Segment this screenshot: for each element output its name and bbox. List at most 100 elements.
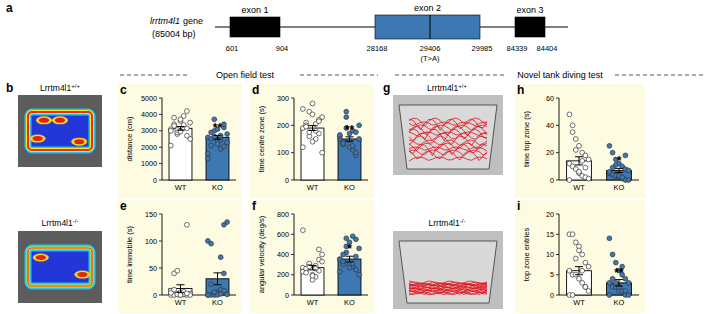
marks — [567, 232, 632, 298]
error-bar — [346, 137, 354, 141]
data-point — [626, 280, 631, 285]
tank-outline — [399, 241, 497, 303]
panel-letter: a — [6, 1, 13, 15]
data-point — [338, 269, 343, 274]
x-tick-label: KO — [344, 183, 355, 192]
data-point — [626, 178, 631, 183]
panel-letter: e — [120, 199, 127, 213]
data-point — [304, 270, 309, 275]
swim-track — [409, 140, 487, 146]
genotype-base: Lrrtm4l1 — [42, 218, 73, 228]
data-point — [206, 156, 211, 161]
data-point — [610, 150, 615, 155]
panel-letter: f — [252, 199, 257, 213]
heat-spot — [74, 139, 84, 144]
error-cap — [575, 266, 583, 267]
y-axis — [162, 98, 163, 180]
bar — [567, 271, 592, 295]
swim-track — [409, 144, 487, 156]
data-point — [626, 168, 631, 173]
x-tick-label: KO — [344, 298, 355, 307]
data-point — [185, 109, 190, 114]
heat-ring — [28, 112, 92, 150]
data-point — [586, 264, 591, 269]
heat-ring — [28, 248, 92, 286]
section-header: Open field test — [216, 70, 275, 80]
y-axis — [559, 214, 560, 295]
gene-title: lrrtm4l1gene — [150, 16, 203, 26]
exon-label: exon 1 — [241, 5, 268, 15]
heat-spot — [71, 138, 87, 146]
data-point — [570, 123, 575, 128]
y-tick-label: 0 — [550, 291, 554, 300]
bar — [301, 128, 324, 180]
error-cap — [615, 286, 623, 287]
data-point — [185, 222, 190, 227]
heat-ring — [28, 248, 92, 286]
panel-background — [118, 84, 242, 198]
y-tick-label: 5000 — [141, 94, 157, 103]
error-cap — [214, 284, 222, 285]
axis-title: time immobile (s) — [125, 225, 134, 283]
error-bar — [309, 265, 317, 269]
marks — [301, 101, 362, 180]
data-point — [225, 140, 230, 145]
marks — [169, 220, 230, 298]
significance: ** — [213, 121, 223, 135]
x-tick-label: WT — [175, 298, 187, 307]
arena-photo — [18, 95, 102, 167]
data-point — [341, 252, 346, 257]
error-bar — [575, 267, 583, 275]
data-point — [344, 236, 349, 241]
error-cap — [575, 156, 583, 157]
data-point — [567, 178, 572, 183]
x-tick-label: KO — [212, 183, 223, 192]
data-point — [607, 143, 612, 148]
data-point — [209, 282, 214, 287]
data-point — [577, 276, 582, 281]
y-tick-label: 0 — [285, 291, 289, 300]
swim-track — [409, 119, 487, 130]
data-point — [607, 169, 612, 174]
heat-spot — [30, 135, 46, 143]
data-point — [567, 112, 572, 117]
data-point — [304, 124, 309, 129]
data-point — [573, 148, 578, 153]
panel-background — [515, 84, 645, 198]
data-point — [320, 259, 325, 264]
exon-box — [230, 17, 280, 37]
exon-start: 84339 — [507, 44, 528, 53]
error-cap — [309, 265, 317, 266]
error-bar — [309, 126, 317, 131]
y-tick-label: 20 — [546, 148, 554, 157]
x-tick-label: WT — [307, 298, 319, 307]
data-point — [354, 150, 359, 155]
y-tick-label: 10 — [546, 250, 554, 259]
data-point — [586, 289, 591, 294]
heat-base — [25, 245, 95, 289]
arena-photo — [18, 231, 102, 303]
error-cap — [309, 130, 317, 131]
y-tick-label: 0 — [153, 291, 157, 300]
swim-track — [409, 290, 487, 295]
heat-spot — [77, 272, 87, 277]
data-point — [172, 287, 177, 292]
data-point — [607, 293, 612, 298]
section-rule — [615, 75, 705, 76]
error-cap — [309, 269, 317, 270]
data-point — [225, 132, 230, 137]
x-tick-label: KO — [212, 298, 223, 307]
axis-title: time top zone (s) — [522, 111, 531, 167]
significance: ** — [345, 123, 355, 137]
swim-track — [409, 283, 487, 286]
data-point — [310, 101, 315, 106]
genotype-label: Lrrtm4l1-/- — [42, 218, 79, 228]
significance: ** — [614, 266, 624, 280]
y-tick-label: 50 — [149, 264, 157, 273]
error-bar — [214, 273, 222, 285]
y-tick-label: 600 — [277, 230, 289, 239]
data-point — [607, 236, 612, 241]
tank-outline — [399, 105, 497, 169]
error-cap — [575, 164, 583, 165]
marks — [301, 228, 362, 295]
